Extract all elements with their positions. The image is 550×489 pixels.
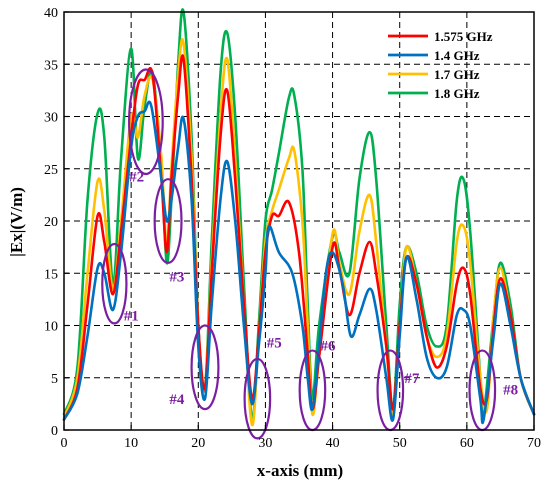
y-tick-label: 40 — [44, 6, 58, 21]
y-tick-label: 35 — [44, 58, 58, 73]
annotation-ellipse-4 — [190, 324, 220, 411]
y-tick-label: 25 — [44, 163, 58, 178]
x-tick-label: 70 — [527, 436, 541, 451]
annotation-ellipse-1 — [101, 242, 128, 325]
annotation-ellipse-3 — [153, 178, 183, 264]
y-tick-label: 0 — [51, 424, 58, 439]
annotation-label-7: #7 — [404, 371, 420, 387]
x-tick-label: 20 — [191, 436, 205, 451]
annotation-label-5: #5 — [267, 335, 282, 351]
annotation-label-1: #1 — [124, 308, 139, 324]
legend-label-3: 1.7 GHz — [434, 67, 480, 82]
y-tick-label: 15 — [44, 267, 58, 282]
x-tick-label: 0 — [61, 436, 68, 451]
series-line-1-8-ghz — [62, 8, 536, 422]
annotation-ellipse-5 — [243, 357, 272, 440]
y-tick-label: 5 — [51, 372, 58, 387]
y-tick-label: 30 — [44, 111, 58, 126]
y-tick-label: 20 — [44, 215, 58, 230]
annotation-layer: #1 #2 #3 #4 #5 #6 #7 #8 — [101, 68, 518, 440]
y-axis-title: |Ex|(V/m) — [7, 187, 26, 257]
legend: 1.575 GHz 1.4 GHz 1.7 GHz 1.8 GHz — [388, 29, 493, 101]
y-tick-label: 10 — [44, 320, 58, 335]
legend-label-4: 1.8 GHz — [434, 86, 480, 101]
legend-label-1: 1.575 GHz — [434, 29, 493, 44]
tick-layer: 0 10 20 30 40 50 60 70 0 5 10 15 20 25 30 35 40 — [44, 6, 541, 451]
series-line-1-575-ghz — [62, 54, 536, 421]
x-tick-label: 10 — [124, 436, 138, 451]
x-tick-label: 60 — [460, 436, 474, 451]
series-line-1-4-ghz — [62, 100, 536, 425]
annotation-label-6: #6 — [320, 339, 336, 355]
x-tick-label: 50 — [393, 436, 407, 451]
annotation-label-4: #4 — [169, 392, 185, 408]
legend-label-2: 1.4 GHz — [434, 48, 480, 63]
x-tick-label: 30 — [258, 436, 272, 451]
series-layer — [62, 8, 536, 427]
annotation-label-8: #8 — [503, 382, 518, 398]
x-tick-label: 40 — [326, 436, 340, 451]
x-axis-title: x-axis (mm) — [257, 461, 343, 480]
annotation-label-3: #3 — [169, 270, 184, 286]
annotation-label-2: #2 — [129, 169, 144, 185]
annotation-ellipse-2 — [128, 68, 164, 176]
